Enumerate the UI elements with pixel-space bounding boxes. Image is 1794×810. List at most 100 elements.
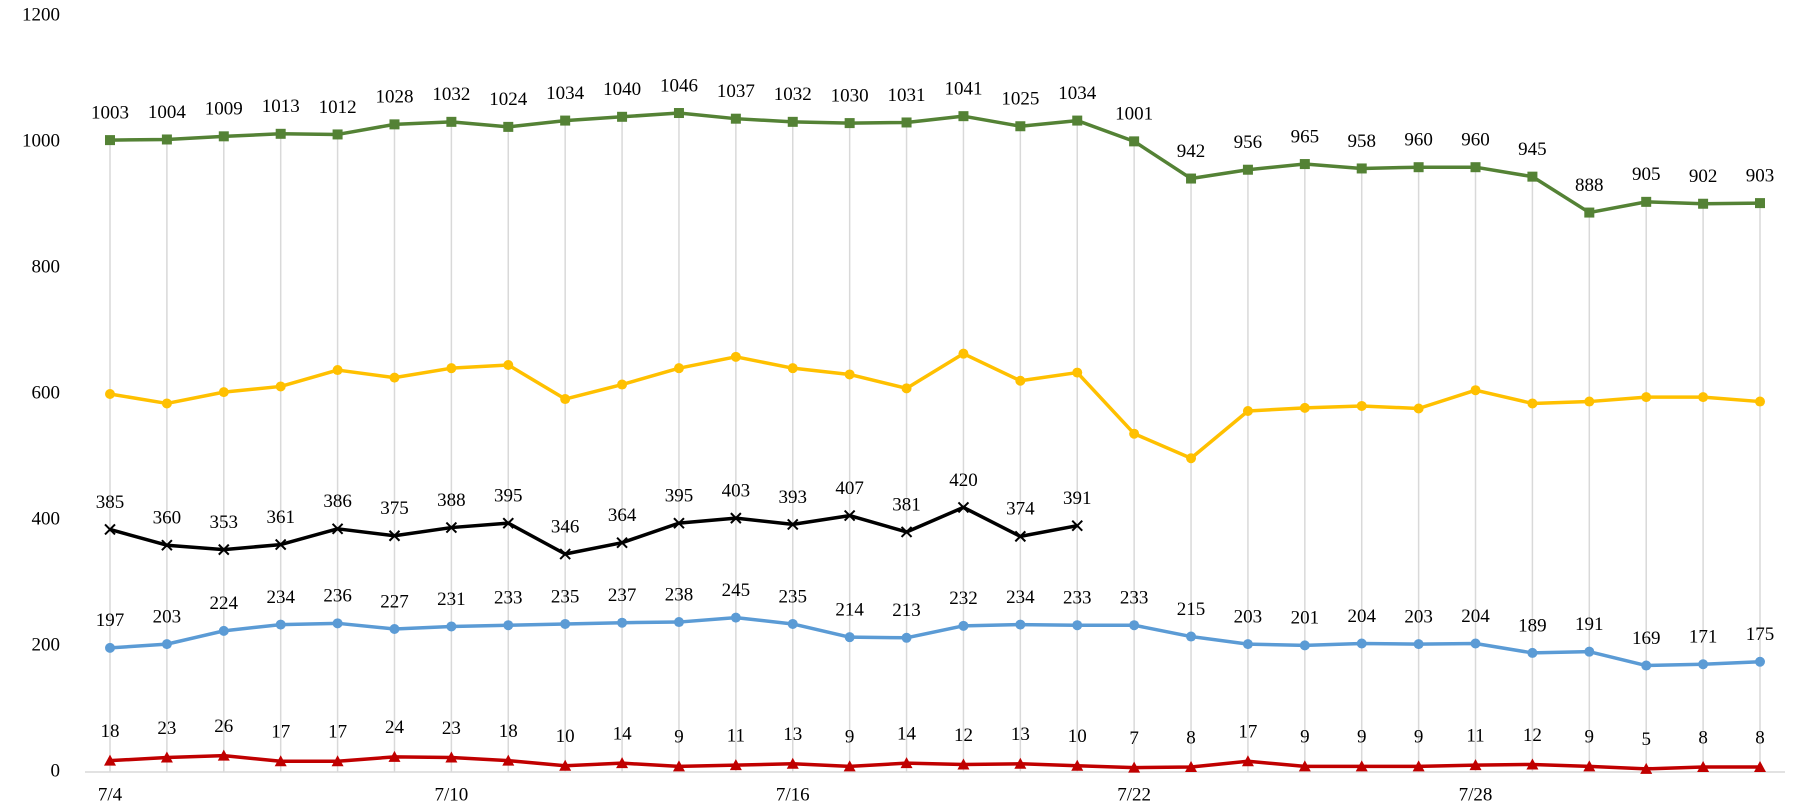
data-label: 353 [210,512,239,533]
marker [616,536,628,549]
data-label: 13 [783,724,802,745]
marker [560,618,571,629]
data-label: 23 [442,718,461,739]
data-label: 17 [271,722,290,743]
data-label: 175 [1746,624,1775,645]
data-label: 224 [210,593,239,614]
marker [1015,375,1026,386]
marker [1527,171,1538,182]
marker [730,351,741,362]
marker [1014,530,1027,543]
marker [958,620,969,631]
marker [1356,163,1367,174]
marker [503,121,514,132]
marker [1470,162,1481,173]
data-label: 1034 [546,83,585,104]
data-label: 945 [1518,139,1547,160]
data-label: 231 [437,589,466,610]
data-label: 1032 [774,84,812,105]
data-label: 235 [779,586,808,607]
series-line [109,351,1761,461]
marker [1697,760,1710,772]
marker [275,619,286,630]
data-label: 24 [385,717,405,738]
marker [332,129,343,140]
marker [1299,640,1310,651]
marker [388,750,401,762]
marker [673,517,685,529]
data-label: 407 [835,478,864,499]
marker [672,760,685,772]
marker [1015,121,1026,132]
marker [1755,656,1765,667]
y-tick-label: 0 [51,760,61,781]
data-label: 204 [1347,606,1376,627]
marker [445,521,458,534]
marker [616,757,629,769]
data-label: 203 [1234,606,1263,627]
marker [1640,762,1653,774]
data-label: 8 [1698,727,1708,748]
marker [1754,760,1766,772]
marker [1641,196,1652,207]
marker [218,131,229,142]
data-label: 9 [1414,727,1424,748]
marker [1185,760,1198,772]
marker [218,543,230,556]
data-label: 905 [1632,164,1661,185]
marker [1299,159,1310,170]
data-label: 234 [1006,587,1035,608]
data-label: 9 [1585,727,1595,748]
data-label: 214 [835,600,864,621]
marker [1641,660,1652,671]
data-label: 232 [949,588,978,609]
data-label: 1003 [91,102,129,123]
marker [787,618,798,629]
data-label: 1032 [432,84,470,105]
marker [560,115,571,126]
data-label: 364 [608,505,637,526]
data-label: 346 [551,516,580,537]
marker [1356,400,1367,411]
marker [901,383,912,394]
marker [786,757,799,769]
marker [1129,136,1140,147]
y-tick-label: 400 [32,508,61,529]
marker [844,118,855,129]
data-label: 361 [266,507,295,528]
marker [1584,207,1595,218]
marker [1071,759,1084,771]
marker [161,539,173,551]
data-label: 18 [101,721,120,742]
marker [218,625,229,636]
data-label: 201 [1291,608,1320,629]
marker [275,128,286,139]
data-label: 381 [892,494,921,515]
marker [560,394,571,405]
data-label: 1012 [319,97,357,118]
marker [1072,367,1083,378]
marker [787,363,798,374]
marker [1526,758,1539,770]
marker [1698,198,1709,209]
data-label: 189 [1518,615,1547,636]
marker [1129,428,1140,439]
marker [104,523,116,536]
marker [730,512,742,524]
marker [1071,519,1083,532]
marker [1469,759,1482,771]
data-label: 169 [1632,628,1661,649]
marker [1583,760,1596,772]
data-label: 12 [1523,725,1542,746]
data-label: 7 [1129,728,1139,749]
data-label: 1030 [831,85,869,106]
data-label: 1046 [660,75,698,96]
data-label: 9 [845,727,855,748]
data-label: 171 [1689,627,1718,648]
marker [161,398,172,409]
marker [1072,620,1083,631]
data-label: 234 [266,587,295,608]
data-label: 1028 [375,87,413,108]
data-label: 233 [1063,588,1092,609]
marker [617,111,628,122]
